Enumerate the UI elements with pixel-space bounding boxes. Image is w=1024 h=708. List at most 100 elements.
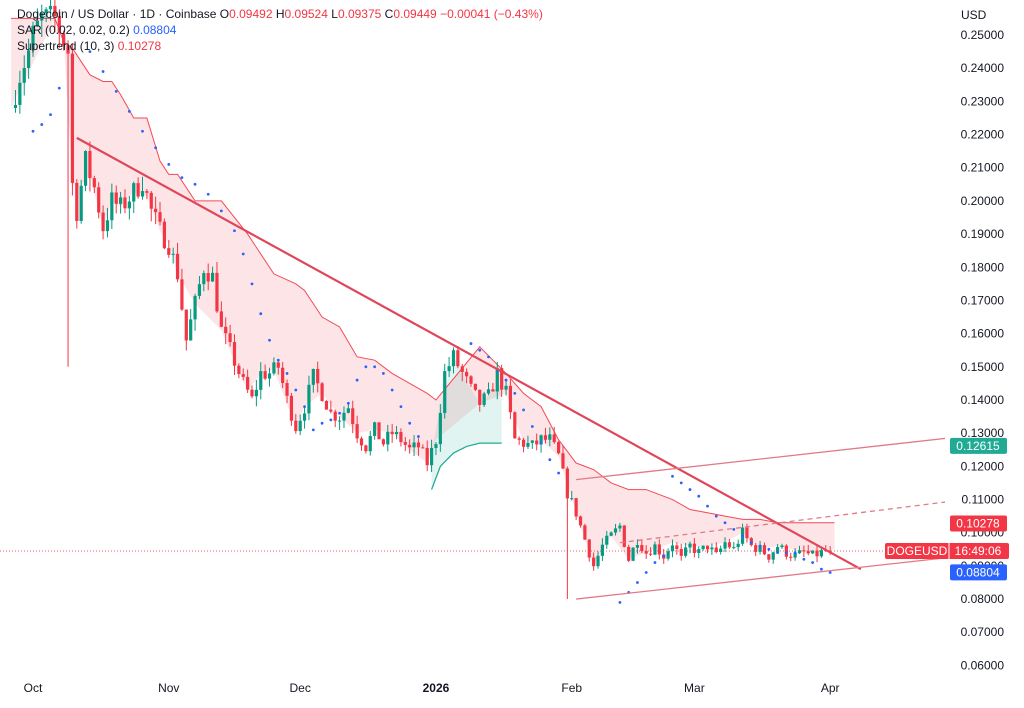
candle-body: [486, 389, 491, 394]
candle-body: [97, 187, 101, 213]
sar-dot: [320, 421, 324, 425]
candle-body: [504, 385, 508, 390]
sar-dots: [31, 50, 832, 604]
candle: [189, 308, 193, 341]
candle-body: [79, 185, 83, 221]
currency-label[interactable]: USD: [961, 8, 987, 22]
candle: [75, 179, 79, 229]
candle-body: [338, 420, 342, 422]
sar-dot: [346, 401, 350, 405]
candle-body: [745, 527, 749, 539]
candle-body: [355, 424, 359, 439]
candle: [136, 177, 140, 199]
candle-body: [491, 389, 495, 392]
candle: [758, 540, 762, 555]
candle: [438, 404, 442, 452]
supertrend-up-fill: [431, 356, 502, 490]
candle-body: [780, 545, 784, 548]
candle: [83, 150, 88, 192]
candle: [565, 466, 569, 600]
candle-body: [802, 550, 806, 552]
candle: [754, 542, 758, 557]
sar-dot: [714, 514, 718, 518]
candle-body: [618, 525, 622, 529]
sar-dot: [522, 408, 525, 412]
candle: [355, 415, 359, 444]
candle: [710, 543, 714, 555]
sar-dot: [793, 551, 797, 555]
candle: [57, 10, 61, 48]
sar-dot: [193, 182, 197, 186]
candle-body: [346, 408, 350, 413]
drawn-trendlines[interactable]: [76, 136, 993, 600]
price-axis[interactable]: 0.25000 0.24000 0.23000 0.22000 0.21000 0.200…: [945, 0, 1024, 708]
candle-body: [535, 440, 539, 445]
candle-body: [627, 546, 631, 561]
candle: [368, 430, 372, 456]
x-tick-label: Mar: [684, 681, 705, 695]
candle-body: [679, 548, 683, 556]
sar-dot: [127, 109, 131, 113]
sar-dot: [679, 481, 683, 485]
candle-body: [285, 383, 289, 396]
candle: [618, 522, 622, 532]
sar-dot: [382, 372, 385, 375]
candle: [548, 427, 552, 447]
candle: [202, 270, 206, 292]
candle-body: [57, 16, 61, 34]
candle: [44, 7, 48, 23]
candle: [31, 21, 35, 57]
symbol-badge-name: DOGEUSD: [887, 544, 948, 558]
candle: [351, 400, 355, 434]
candle: [342, 406, 346, 428]
candle: [723, 537, 727, 553]
sar-dot: [557, 471, 560, 475]
candle: [92, 175, 96, 194]
candle: [736, 539, 740, 551]
sar-dot: [697, 494, 701, 498]
candle-body: [377, 422, 381, 440]
supertrend-row[interactable]: Supertrend (10, 3) 0.10278: [17, 38, 543, 54]
sar-dot: [741, 534, 744, 538]
candle: [272, 357, 276, 376]
price-axis-background: [945, 0, 1024, 708]
y-tick-label: 0.20000: [961, 194, 1005, 208]
candle: [596, 551, 600, 569]
candle-body: [692, 543, 696, 554]
open-value: 0.09492: [229, 7, 273, 21]
candle: [465, 368, 469, 384]
candle-body: [53, 5, 57, 17]
candle: [364, 444, 368, 454]
candle: [167, 240, 171, 258]
candle: [88, 141, 92, 192]
candle: [644, 545, 648, 559]
candle-body: [640, 545, 644, 552]
candle: [701, 545, 705, 551]
candle: [412, 435, 416, 456]
candle: [346, 404, 350, 414]
candle-body: [105, 220, 110, 232]
candle: [123, 189, 127, 214]
candle: [132, 181, 136, 214]
candle-body: [815, 550, 819, 557]
candle: [806, 544, 810, 556]
candle-body: [140, 191, 145, 197]
candle-body: [482, 393, 486, 405]
candle-body: [548, 434, 552, 440]
candle: [403, 437, 407, 452]
candle: [53, 0, 57, 33]
candle: [263, 364, 267, 380]
candle-body: [653, 544, 657, 555]
candle: [815, 545, 819, 563]
candle-body: [429, 447, 434, 466]
y-tick-label: 0.21000: [961, 161, 1005, 175]
upper-channel-badge: 0.12615: [950, 437, 1007, 454]
sar-row[interactable]: SAR (0.02, 0.02, 0.2) 0.08804: [17, 22, 543, 38]
symbol-title[interactable]: Dogecoin / US Dollar · 1D · Coinbase: [17, 7, 217, 21]
candle: [399, 428, 403, 447]
candle-body: [609, 532, 613, 536]
price-badges: 0.12615 0.10278 0.08804 DOGEUSD 16:49:06: [885, 437, 1009, 581]
candle-body: [605, 535, 609, 545]
time-axis[interactable]: Oct Nov Dec 2026 Feb Mar Apr: [24, 681, 840, 695]
